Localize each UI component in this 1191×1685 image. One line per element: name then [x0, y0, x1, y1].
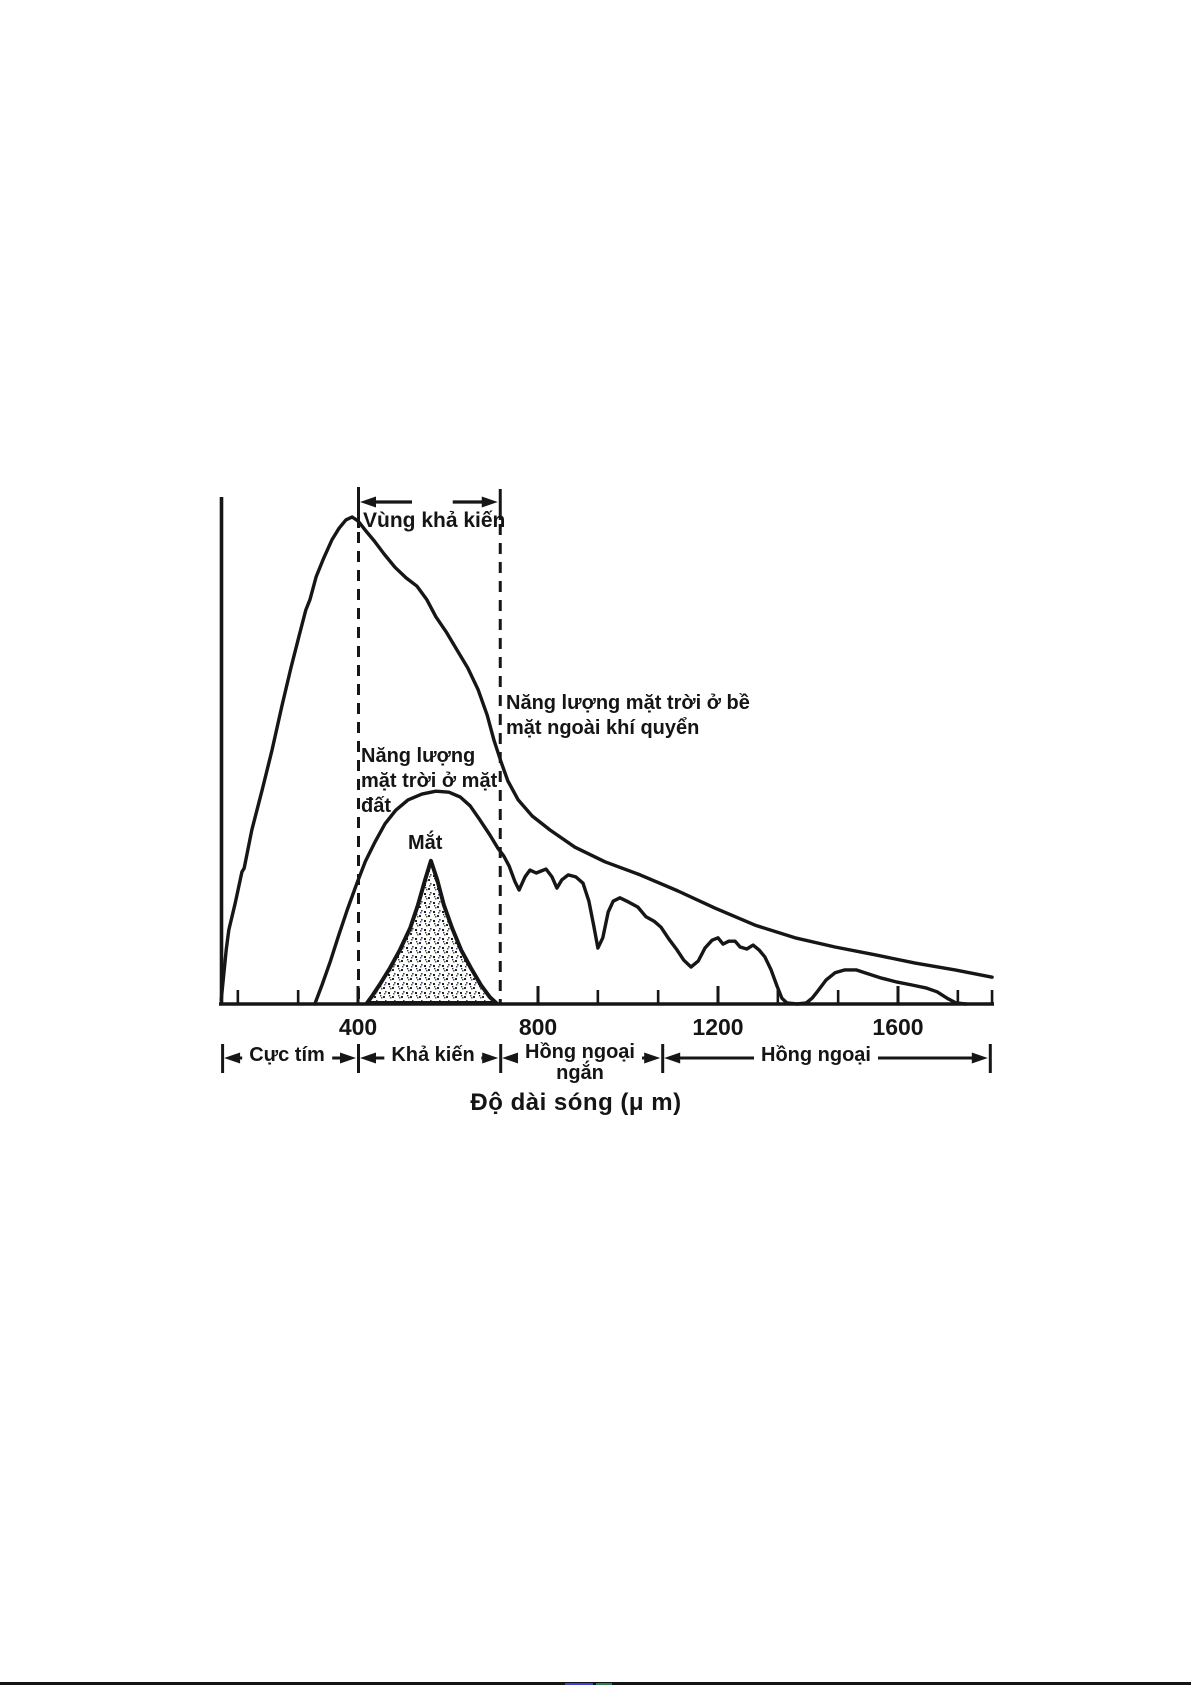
- page-bottom-rule: [0, 1682, 1191, 1685]
- annotation-ground-line3: đất: [361, 795, 391, 817]
- annotation-ground-line2: mặt trời ở mặt: [361, 770, 498, 792]
- annotation-ground-line1: Năng lượng: [361, 745, 476, 767]
- band-label-ir: Hồng ngoại: [754, 1045, 878, 1066]
- annotation-ground: Năng lượng mặt trời ở mặt đất: [361, 744, 497, 819]
- x-tick-1200: 1200: [692, 1014, 744, 1040]
- annotation-eye: Mắt: [408, 832, 443, 854]
- x-tick-1600: 1600: [872, 1014, 924, 1040]
- annotation-toa-line2: mặt ngoài khí quyển: [506, 717, 700, 739]
- band-label-near-ir-line2: ngắn: [556, 1062, 604, 1084]
- annotation-toa-line1: Năng lượng mặt trời ở bề: [506, 692, 750, 714]
- annotation-visible-region: Vùng khả kiến: [363, 509, 506, 532]
- band-label-visible: Khả kiến: [384, 1045, 482, 1066]
- band-label-uv: Cực tím: [242, 1045, 332, 1066]
- x-tick-400: 400: [338, 1014, 378, 1040]
- annotation-toa: Năng lượng mặt trời ở bề mặt ngoài khí q…: [506, 691, 750, 741]
- bottom-rule-green-fragment: [596, 1683, 612, 1685]
- x-axis-title: Độ dài sóng (μ m): [470, 1089, 682, 1116]
- band-label-near-ir: Hồng ngoại ngắn: [518, 1042, 642, 1084]
- x-tick-800: 800: [518, 1014, 558, 1040]
- band-label-near-ir-line1: Hồng ngoại: [525, 1041, 635, 1063]
- bottom-rule-blue-fragment: [565, 1683, 593, 1685]
